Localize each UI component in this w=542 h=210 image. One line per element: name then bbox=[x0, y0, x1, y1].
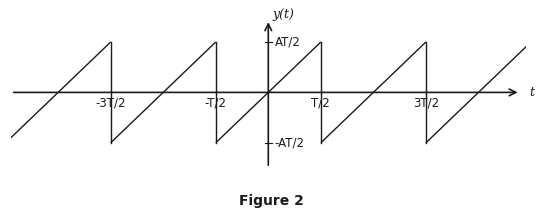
Text: T/2: T/2 bbox=[312, 96, 330, 109]
Text: AT/2: AT/2 bbox=[275, 35, 300, 49]
Text: Figure 2: Figure 2 bbox=[238, 194, 304, 208]
Text: y(t): y(t) bbox=[273, 8, 294, 21]
Text: t: t bbox=[529, 86, 534, 99]
Text: 3T/2: 3T/2 bbox=[413, 96, 439, 109]
Text: -AT/2: -AT/2 bbox=[275, 136, 305, 149]
Text: -T/2: -T/2 bbox=[205, 96, 227, 109]
Text: -3T/2: -3T/2 bbox=[95, 96, 126, 109]
